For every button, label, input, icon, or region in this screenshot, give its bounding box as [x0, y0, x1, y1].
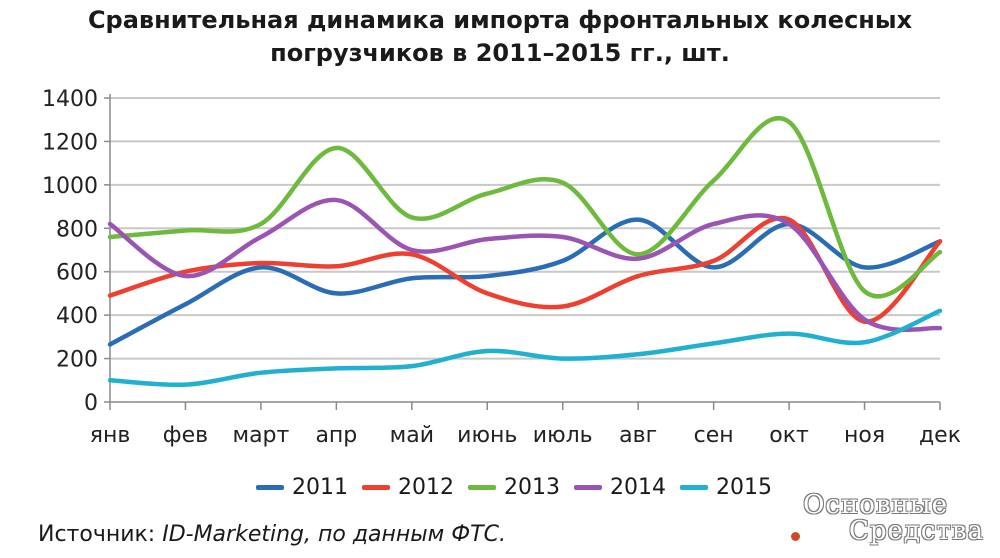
legend-item-2014: 2014 [574, 475, 666, 500]
legend-label: 2013 [504, 474, 560, 500]
y-tick-label: 600 [56, 261, 98, 286]
y-tick-label: 1000 [42, 174, 98, 199]
series-line-2015 [107, 308, 943, 388]
y-tick-label: 0 [84, 391, 98, 416]
series-line-2013 [107, 116, 943, 299]
tick-labels: 0 200 400 600 800 1000 1200 1400 янв фев март апр ма… [42, 87, 961, 448]
x-tick-label: авг [619, 423, 657, 448]
legend-label: 2011 [292, 474, 348, 500]
series-line-2011 [107, 217, 943, 347]
legend-item-2012: 2012 [362, 475, 454, 500]
legend-swatch [362, 484, 390, 490]
series-lines [107, 116, 943, 388]
x-tick-label: окт [769, 423, 809, 448]
x-tick-label: май [390, 423, 434, 448]
brand-logo: Основные Средства [786, 488, 986, 548]
legend-label: 2014 [610, 474, 666, 500]
source-note: Источник: ID-Marketing, по данным ФТС. [38, 522, 506, 547]
brand-logo-dot [791, 532, 800, 541]
x-tick-label: июнь [457, 423, 517, 448]
x-tick-label: янв [90, 423, 131, 448]
legend-item-2011: 2011 [256, 475, 348, 500]
legend-swatch [256, 484, 284, 490]
x-tick-label: сен [694, 423, 734, 448]
chart-title: Сравнительная динамика импорта фронтальн… [0, 4, 1000, 70]
chart-title-line-1: Сравнительная динамика импорта фронтальн… [87, 6, 913, 34]
line-chart: 0 200 400 600 800 1000 1200 1400 янв фев март апр ма… [42, 87, 961, 448]
x-tick-label: апр [315, 423, 357, 448]
legend-label: 2012 [398, 474, 454, 500]
chart-legend: 2011 2012 2013 2014 2015 [256, 470, 786, 504]
x-tick-label: март [232, 423, 289, 448]
x-tick-label: июль [533, 423, 593, 448]
source-text: ID-Marketing, по данным ФТС. [162, 522, 506, 547]
source-prefix: Источник: [38, 522, 163, 547]
brand-logo-line-2: Средства [848, 516, 984, 546]
y-tick-label: 1200 [42, 130, 98, 155]
chart-title-line-2: погрузчиков в 2011–2015 гг., шт. [270, 39, 730, 67]
legend-swatch [468, 484, 496, 490]
legend-swatch [680, 484, 708, 490]
grid [110, 97, 940, 360]
x-tick-label: ноя [844, 423, 885, 448]
y-tick-label: 400 [56, 304, 98, 329]
legend-item-2013: 2013 [468, 475, 560, 500]
legend-label: 2015 [716, 474, 772, 500]
y-tick-label: 200 [56, 348, 98, 373]
legend-item-2015: 2015 [680, 475, 772, 500]
x-tick-label: дек [919, 423, 961, 448]
brand-logo-line-1: Основные [803, 490, 948, 520]
legend-swatch [574, 484, 602, 490]
axes [104, 94, 941, 410]
x-tick-label: фев [163, 423, 208, 448]
y-tick-label: 1400 [42, 87, 98, 112]
y-tick-label: 800 [56, 217, 98, 242]
series-line-2014 [107, 197, 943, 333]
